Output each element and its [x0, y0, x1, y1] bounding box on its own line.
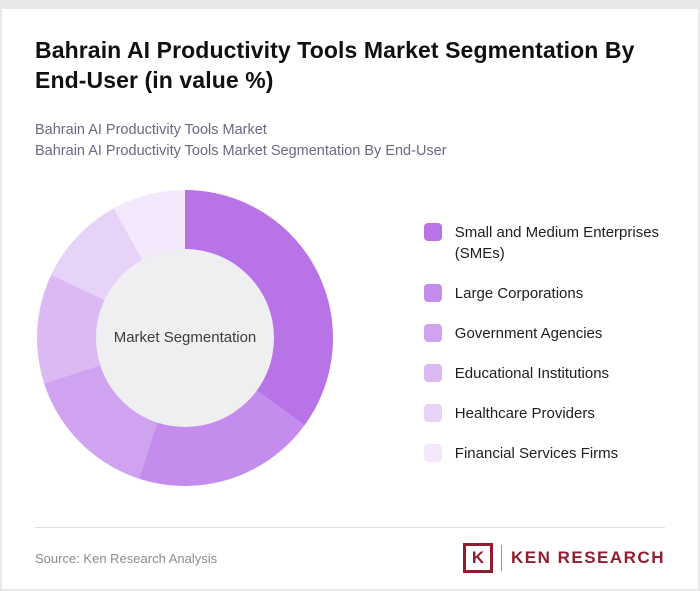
donut-chart: Market Segmentation	[37, 189, 333, 486]
legend-label: Small and Medium Enterprises (SMEs)	[454, 223, 660, 262]
ken-research-logo-icon: K	[462, 543, 493, 573]
subtitle-line-2: Bahrain AI Productivity Tools Market Seg…	[35, 142, 447, 159]
legend-item: Healthcare Providers	[423, 403, 665, 424]
legend-label: Educational Institutions	[454, 364, 610, 382]
legend-item: Small and Medium Enterprises (SMEs)	[423, 222, 665, 264]
legend-label: Large Corporations	[454, 284, 584, 302]
legend-swatch	[423, 283, 442, 302]
legend-item: Financial Services Firms	[423, 443, 665, 464]
chart-area: Market Segmentation Small and Medium Ent…	[35, 189, 665, 486]
page-title: Bahrain AI Productivity Tools Market Seg…	[35, 37, 635, 94]
legend-swatch	[423, 363, 442, 382]
legend: Small and Medium Enterprises (SMEs) Large…	[423, 222, 665, 486]
logo-separator	[500, 545, 502, 571]
source-text: Source: Ken Research Analysis	[35, 550, 218, 566]
legend-item: Educational Institutions	[423, 363, 665, 384]
chart-subtitles: Bahrain AI Productivity Tools Market Bah…	[35, 120, 665, 162]
legend-swatch	[423, 323, 442, 342]
report-card: Bahrain AI Productivity Tools Market Seg…	[2, 9, 698, 589]
donut-chart-wrap: Market Segmentation	[35, 189, 374, 486]
subtitle-line-1: Bahrain AI Productivity Tools Market	[35, 121, 267, 138]
donut-center-label: Market Segmentation	[96, 248, 274, 427]
ken-research-wordmark: KEN RESEARCH	[510, 548, 665, 567]
legend-label: Government Agencies	[454, 324, 603, 342]
legend-swatch	[423, 403, 442, 422]
legend-item: Large Corporations	[423, 283, 665, 304]
legend-swatch	[423, 222, 442, 241]
legend-label: Financial Services Firms	[454, 444, 619, 462]
footer-divider	[35, 527, 665, 528]
footer: Source: Ken Research Analysis K KEN RESE…	[35, 527, 665, 573]
legend-swatch	[423, 443, 442, 462]
legend-label: Healthcare Providers	[454, 404, 595, 422]
legend-item: Government Agencies	[423, 323, 665, 344]
ken-research-logo: K KEN RESEARCH	[462, 543, 665, 573]
